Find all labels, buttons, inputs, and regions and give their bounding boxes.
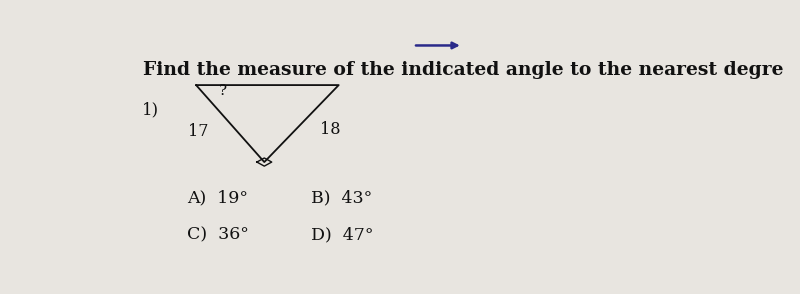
Text: 1): 1) <box>142 101 159 118</box>
Text: C)  36°: C) 36° <box>187 226 249 243</box>
Text: A)  19°: A) 19° <box>187 190 248 207</box>
Text: 18: 18 <box>320 121 341 138</box>
Text: Find the measure of the indicated angle to the nearest degre: Find the measure of the indicated angle … <box>143 61 784 79</box>
Text: D)  47°: D) 47° <box>310 226 374 243</box>
Text: ?: ? <box>219 84 227 98</box>
Text: B)  43°: B) 43° <box>310 190 372 207</box>
Text: 17: 17 <box>188 123 209 140</box>
